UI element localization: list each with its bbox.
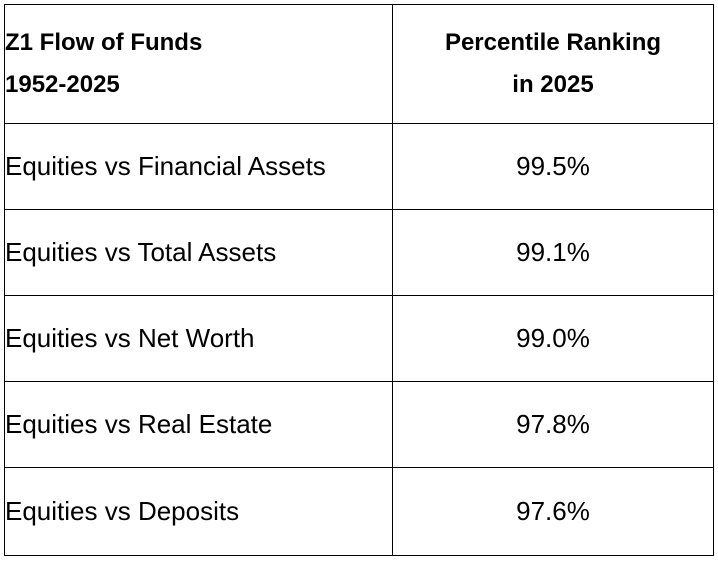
table-row: Equities vs Deposits 97.6% xyxy=(4,467,714,556)
table-row: Equities vs Real Estate 97.8% xyxy=(4,381,714,468)
header-col1-line2: 1952-2025 xyxy=(5,71,120,98)
row-value: 97.6% xyxy=(392,467,714,556)
row-value: 99.0% xyxy=(392,295,714,382)
header-percentile-ranking: Percentile Ranking in 2025 xyxy=(392,4,714,124)
row-label: Equities vs Deposits xyxy=(4,467,393,556)
row-label: Equities vs Net Worth xyxy=(4,295,393,382)
row-value: 99.1% xyxy=(392,209,714,296)
table-row: Equities vs Net Worth 99.0% xyxy=(4,295,714,382)
row-label: Equities vs Total Assets xyxy=(4,209,393,296)
row-label: Equities vs Real Estate xyxy=(4,381,393,468)
header-col2-line1: Percentile Ranking xyxy=(444,29,662,56)
row-value: 99.5% xyxy=(392,123,714,210)
header-col1-line1: Z1 Flow of Funds xyxy=(5,29,203,56)
table-header-row: Z1 Flow of Funds 1952-2025 Percentile Ra… xyxy=(4,4,714,124)
header-col2-line2: in 2025 xyxy=(512,71,594,98)
header-z1-flow-of-funds: Z1 Flow of Funds 1952-2025 xyxy=(4,4,393,124)
table-row: Equities vs Total Assets 99.1% xyxy=(4,209,714,296)
row-value: 97.8% xyxy=(392,381,714,468)
percentile-ranking-table: Z1 Flow of Funds 1952-2025 Percentile Ra… xyxy=(4,4,714,556)
row-label: Equities vs Financial Assets xyxy=(4,123,393,210)
table-row: Equities vs Financial Assets 99.5% xyxy=(4,123,714,210)
